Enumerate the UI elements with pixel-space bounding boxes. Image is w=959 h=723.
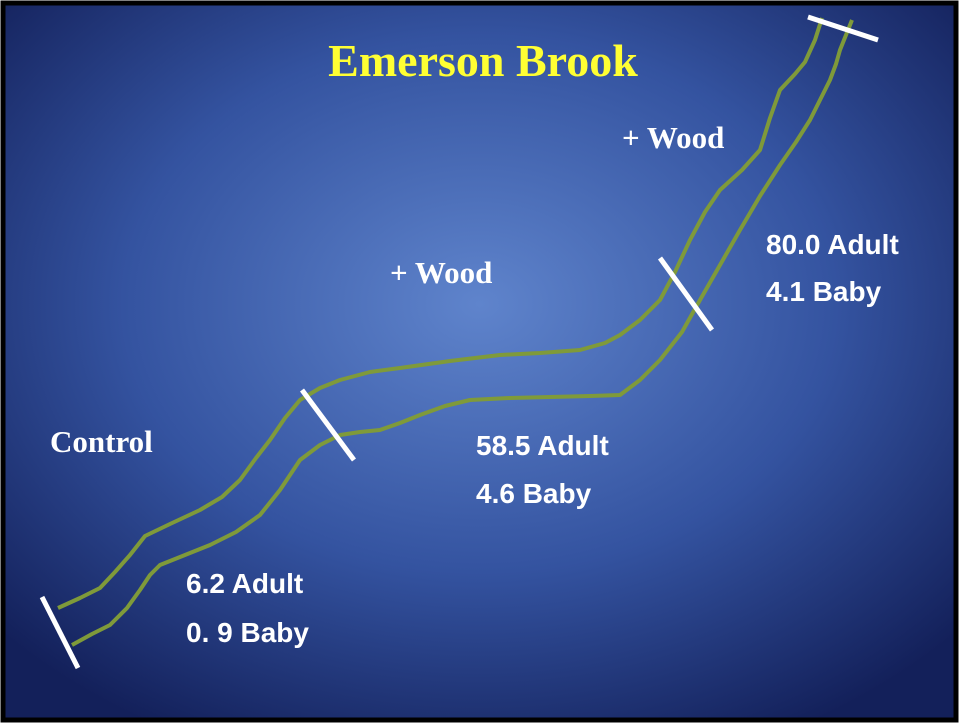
lower-bank [71,19,854,647]
reach-boundary [807,14,879,43]
baby-count: 4.1 Baby [766,276,882,307]
adult-count: 80.0 Adult [766,229,899,260]
baby-count: 4.6 Baby [476,478,592,509]
baby-count: 0. 9 Baby [186,617,309,648]
adult-count: 6.2 Adult [186,568,303,599]
upper-bank [57,17,824,610]
reach-label: + Wood [622,120,724,155]
reach-label: + Wood [390,255,492,290]
reach-boundary [657,256,715,332]
reach-boundary [299,388,357,462]
reach-label: Control [50,424,153,459]
reach-boundary [39,595,81,670]
adult-count: 58.5 Adult [476,430,609,461]
slide-title: Emerson Brook [328,35,638,86]
